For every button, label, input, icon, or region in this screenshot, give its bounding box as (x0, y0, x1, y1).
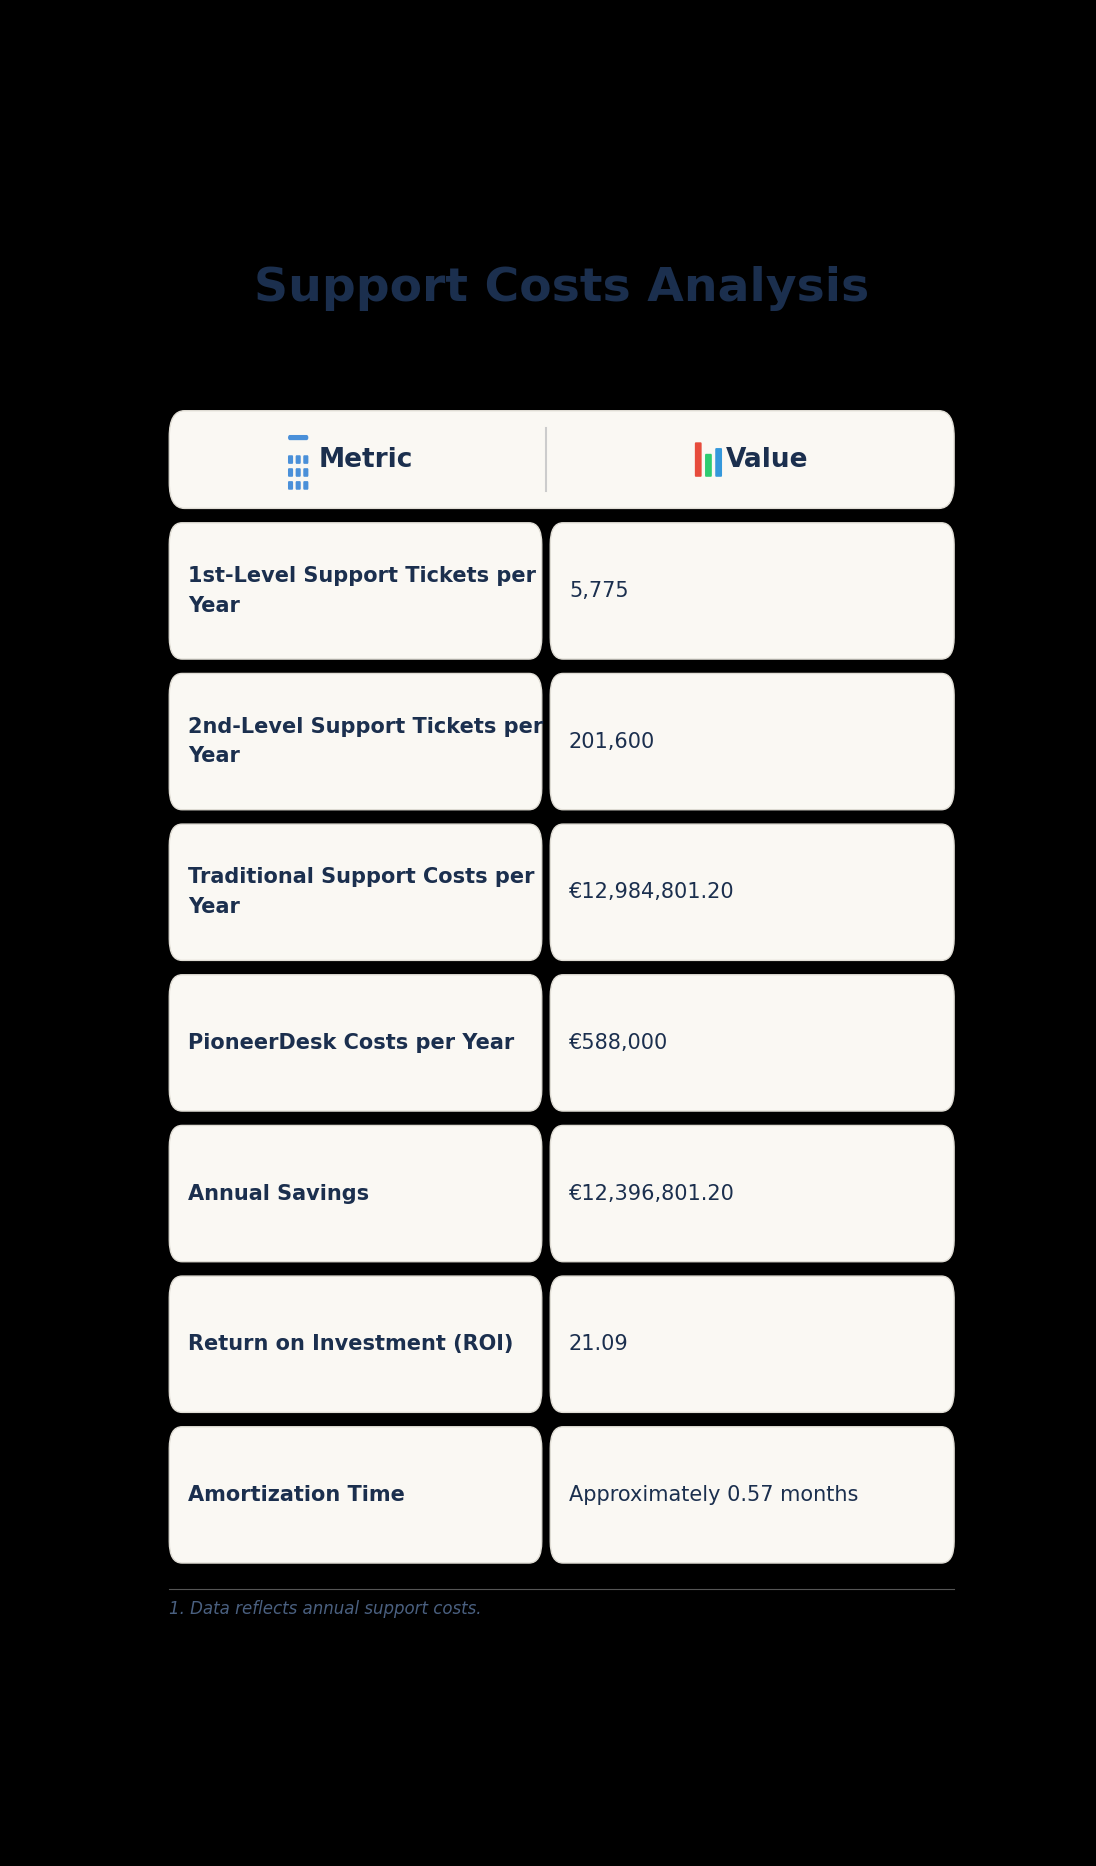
FancyBboxPatch shape (169, 674, 541, 810)
FancyBboxPatch shape (550, 974, 955, 1110)
Text: 201,600: 201,600 (569, 731, 655, 752)
Text: €12,396,801.20: €12,396,801.20 (569, 1183, 734, 1204)
Text: 1st-Level Support Tickets per
Year: 1st-Level Support Tickets per Year (189, 565, 536, 616)
FancyBboxPatch shape (695, 442, 701, 478)
FancyBboxPatch shape (550, 825, 955, 961)
FancyBboxPatch shape (296, 468, 300, 478)
FancyBboxPatch shape (288, 455, 293, 465)
FancyBboxPatch shape (304, 481, 308, 489)
Text: €12,984,801.20: €12,984,801.20 (569, 883, 734, 903)
FancyBboxPatch shape (550, 1427, 955, 1564)
Text: Return on Investment (ROI): Return on Investment (ROI) (189, 1334, 513, 1355)
FancyBboxPatch shape (169, 1125, 541, 1261)
FancyBboxPatch shape (716, 448, 722, 478)
FancyBboxPatch shape (550, 522, 955, 659)
FancyBboxPatch shape (550, 1276, 955, 1413)
Text: Value: Value (726, 446, 809, 472)
FancyBboxPatch shape (550, 674, 955, 810)
FancyBboxPatch shape (296, 455, 300, 465)
Text: 5,775: 5,775 (569, 580, 629, 601)
FancyBboxPatch shape (288, 481, 293, 489)
Text: Metric: Metric (319, 446, 413, 472)
FancyBboxPatch shape (304, 468, 308, 478)
Text: Amortization Time: Amortization Time (189, 1485, 404, 1504)
FancyBboxPatch shape (705, 453, 711, 478)
FancyBboxPatch shape (296, 481, 300, 489)
FancyBboxPatch shape (169, 825, 541, 961)
Text: Traditional Support Costs per
Year: Traditional Support Costs per Year (189, 868, 535, 916)
FancyBboxPatch shape (169, 411, 955, 508)
Text: 21.09: 21.09 (569, 1334, 629, 1355)
Text: PioneerDesk Costs per Year: PioneerDesk Costs per Year (189, 1034, 514, 1052)
Text: Support Costs Analysis: Support Costs Analysis (254, 267, 869, 312)
FancyBboxPatch shape (288, 435, 308, 440)
Text: 2nd-Level Support Tickets per
Year: 2nd-Level Support Tickets per Year (189, 717, 544, 767)
Text: Annual Savings: Annual Savings (189, 1183, 369, 1204)
FancyBboxPatch shape (288, 468, 293, 478)
FancyBboxPatch shape (169, 974, 541, 1110)
Text: Approximately 0.57 months: Approximately 0.57 months (569, 1485, 858, 1504)
FancyBboxPatch shape (169, 522, 541, 659)
FancyBboxPatch shape (169, 1276, 541, 1413)
FancyBboxPatch shape (304, 455, 308, 465)
FancyBboxPatch shape (169, 1427, 541, 1564)
Text: 1. Data reflects annual support costs.: 1. Data reflects annual support costs. (169, 1601, 482, 1618)
Text: €588,000: €588,000 (569, 1034, 669, 1052)
FancyBboxPatch shape (550, 1125, 955, 1261)
